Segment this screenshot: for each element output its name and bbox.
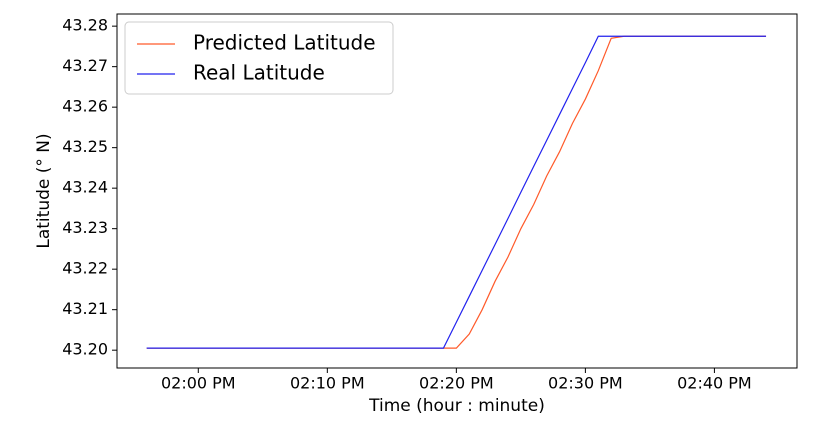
y-tick-label: 43.28 <box>62 16 108 35</box>
x-tick-label: 02:20 PM <box>419 374 494 393</box>
legend-box <box>124 21 394 95</box>
y-tick-label: 43.22 <box>62 259 108 278</box>
x-axis-label: Time (hour : minute) <box>368 396 545 416</box>
x-tick-label: 02:00 PM <box>161 374 236 393</box>
plot-frame <box>116 13 798 369</box>
series-line <box>146 35 767 349</box>
legend-label: Real Latitude <box>193 61 325 85</box>
y-tick-label: 43.23 <box>62 218 108 237</box>
x-tick-label: 02:30 PM <box>548 374 623 393</box>
y-tick-label: 43.26 <box>62 97 108 116</box>
legend-label: Predicted Latitude <box>193 31 376 55</box>
y-axis-label: Latitude (° N) <box>34 133 54 248</box>
y-tick-label: 43.21 <box>62 299 108 318</box>
y-tick-label: 43.25 <box>62 137 108 156</box>
x-tick-label: 02:10 PM <box>290 374 365 393</box>
x-tick-label: 02:40 PM <box>677 374 752 393</box>
y-tick-label: 43.27 <box>62 56 108 75</box>
y-tick-label: 43.20 <box>62 340 108 359</box>
y-tick-label: 43.24 <box>62 178 108 197</box>
